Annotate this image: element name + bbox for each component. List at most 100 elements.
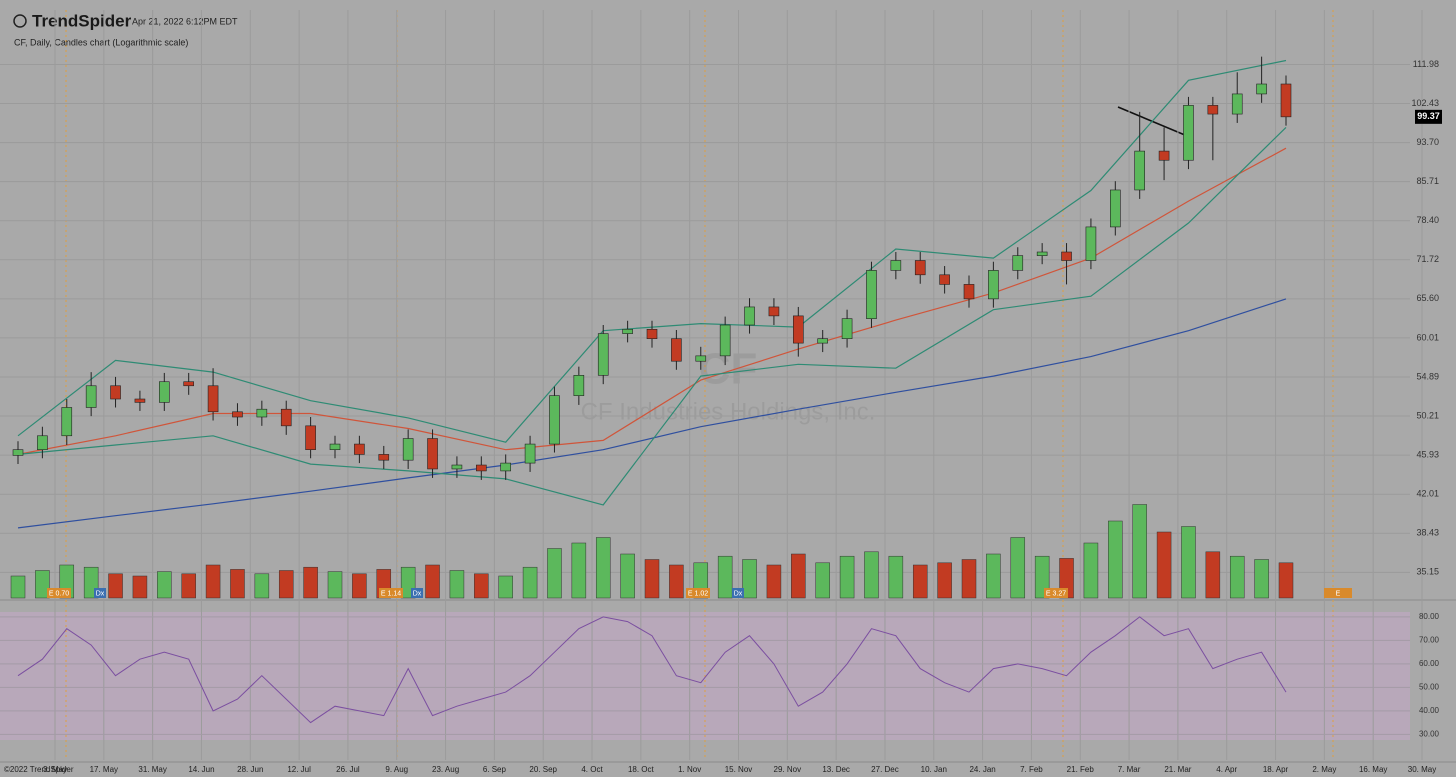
volume-bar: [620, 553, 635, 599]
y-tick-label: 71.72: [1416, 254, 1439, 264]
volume-bar: [1229, 555, 1245, 599]
x-tick-label: 13. Dec: [822, 765, 850, 774]
volume-bar: [644, 559, 660, 599]
y-tick-label: 35.15: [1416, 567, 1439, 577]
volume-bar: [1181, 526, 1196, 599]
volume: [10, 504, 1294, 599]
y-tick-label: 85.71: [1416, 176, 1439, 186]
brand: TrendSpider: [32, 11, 132, 30]
x-tick-label: 15. Nov: [725, 765, 753, 774]
volume-bar: [205, 564, 221, 599]
x-tick-label: 16. May: [1359, 765, 1387, 774]
volume-bar: [35, 570, 50, 599]
rsi-tick-label: 70.00: [1419, 636, 1440, 645]
y-tick-label: 42.01: [1416, 489, 1439, 499]
volume-bar: [791, 553, 806, 599]
x-tick-label: 27. Dec: [871, 765, 899, 774]
candle-body: [402, 438, 414, 461]
volume-bar: [498, 575, 513, 599]
candle-body: [427, 438, 438, 470]
candles: [12, 56, 1292, 480]
volume-bar: [108, 573, 123, 599]
event-badge: [379, 588, 403, 598]
candle-body: [817, 338, 828, 344]
y-tick-label: 38.43: [1416, 528, 1439, 538]
volume-bar: [888, 555, 904, 599]
event-badge: [47, 588, 71, 598]
volume-bar: [132, 575, 148, 599]
x-tick-label: 3. May: [43, 765, 67, 774]
overlay-line: [17, 298, 1287, 529]
x-tick-label: 1. Nov: [678, 765, 701, 774]
volume-bar: [425, 564, 440, 599]
event-badge: [686, 588, 710, 598]
x-tick-label: 20. Sep: [529, 765, 557, 774]
volume-bar: [937, 562, 952, 599]
candle-body: [61, 407, 73, 437]
rsi-line: [17, 616, 1287, 724]
event-label: Dx: [96, 590, 105, 597]
candle-body: [1183, 105, 1194, 161]
event-badge: [94, 588, 106, 598]
volume-bar: [327, 571, 343, 599]
rsi-tick-label: 50.00: [1419, 683, 1440, 692]
volume-bar: [254, 573, 270, 599]
candle-body: [110, 385, 121, 400]
volume-bar: [352, 573, 367, 599]
volume-bar: [522, 566, 538, 599]
candle-body: [1134, 150, 1145, 191]
candle-body: [890, 260, 902, 271]
candle-body: [1231, 93, 1243, 115]
candle-body: [768, 306, 780, 317]
candle-body: [914, 260, 926, 276]
grid: [0, 10, 1423, 760]
candle-body: [159, 381, 170, 403]
event-badge: [1324, 588, 1352, 598]
event-badge: [411, 588, 423, 598]
candle-body: [1061, 251, 1072, 261]
volume-bar: [717, 555, 733, 599]
logo-icon: [13, 14, 27, 28]
candle-body: [256, 408, 268, 418]
volume-bar: [986, 553, 1001, 599]
volume-bar: [864, 551, 879, 599]
volume-bar: [815, 562, 830, 599]
volume-bar: [1083, 542, 1099, 599]
volume-bar: [1254, 559, 1269, 599]
volume-bar: [157, 571, 172, 599]
y-tick-label: 65.60: [1416, 293, 1439, 303]
y-tick-label: 78.40: [1416, 215, 1439, 225]
candle-body: [1036, 251, 1048, 256]
x-tick-label: 29. Nov: [774, 765, 802, 774]
x-tick-label: 4. Oct: [581, 765, 603, 774]
chart-title: CF, Daily, Candles chart (Logarithmic sc…: [14, 37, 188, 47]
x-tick-label: 2. May: [1312, 765, 1336, 774]
candle-body: [963, 284, 975, 300]
candle-body: [305, 425, 316, 450]
candle-body: [280, 408, 292, 427]
x-tick-label: 6. Sep: [483, 765, 507, 774]
x-tick-label: 18. Apr: [1263, 765, 1289, 774]
volume-bar: [742, 559, 757, 599]
x-tick-label: 4. Apr: [1216, 765, 1237, 774]
candle-body: [354, 443, 365, 455]
volume-bar: [230, 569, 245, 599]
candle-body: [1280, 83, 1292, 118]
volume-bar: [571, 542, 587, 599]
price-tag: [1415, 109, 1442, 124]
candle-body: [1012, 255, 1024, 271]
candle-body: [1158, 150, 1170, 161]
event-label: E 1.14: [381, 590, 401, 597]
candle-body: [841, 318, 853, 339]
event-label: Dx: [734, 590, 743, 597]
candle-body: [646, 328, 658, 339]
event-label: E 1.02: [688, 590, 708, 597]
volume-bar: [1205, 551, 1221, 599]
x-tick-label: 12. Jul: [287, 765, 311, 774]
candle-body: [793, 315, 804, 344]
candle-body: [232, 411, 243, 418]
footer: ©2022 TrendSpider: [4, 765, 74, 774]
volume-bar: [10, 575, 26, 599]
candle-body: [329, 443, 341, 450]
x-tick-label: 21. Feb: [1067, 765, 1095, 774]
